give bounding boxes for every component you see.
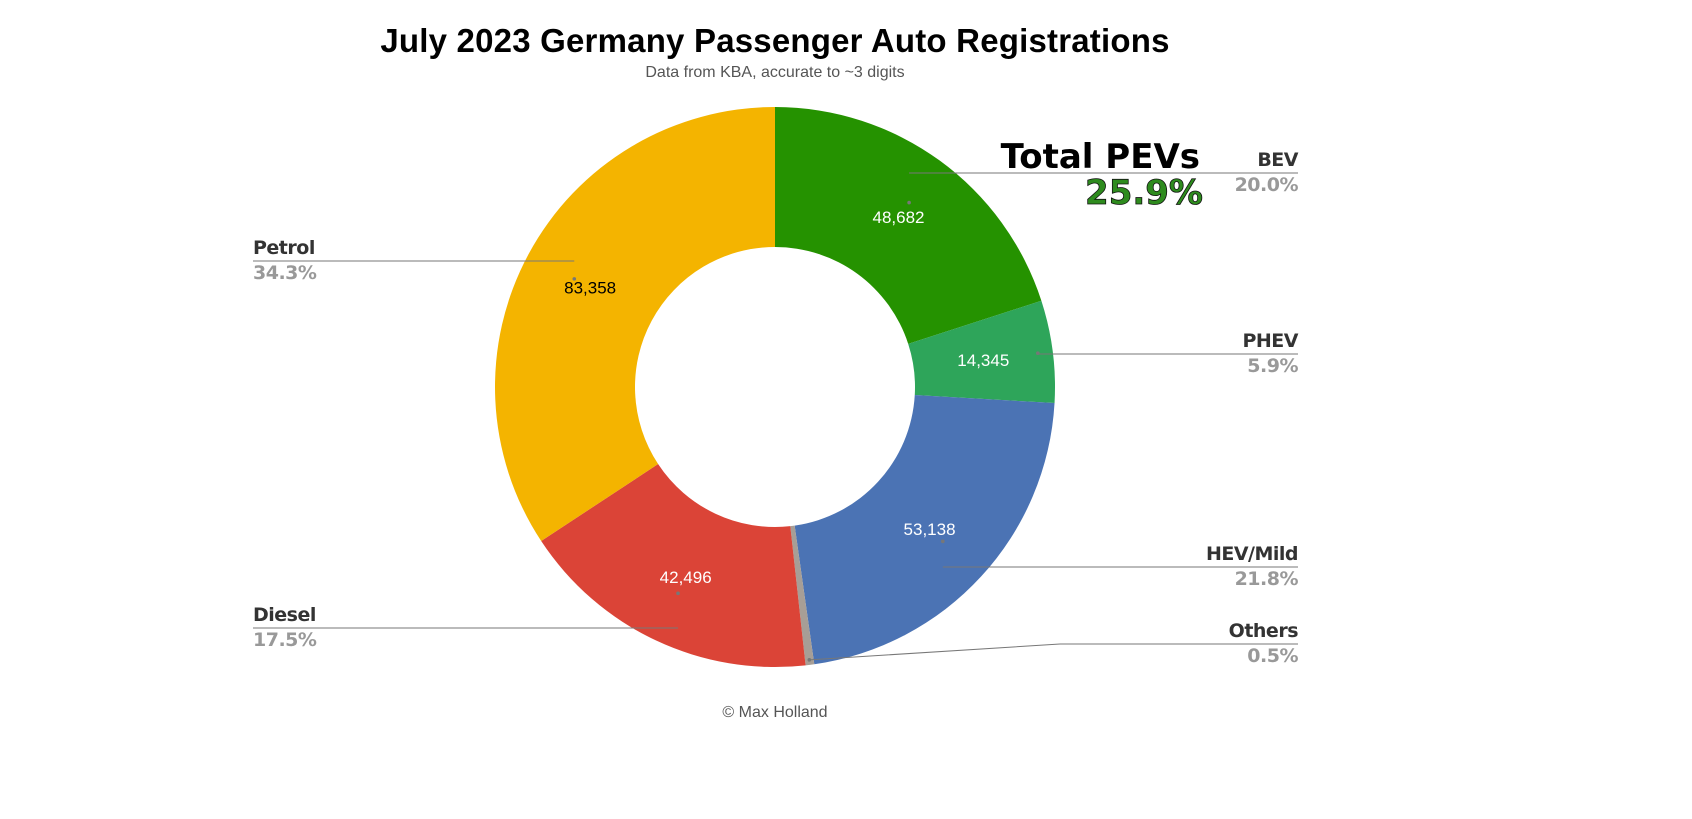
copyright-footer: © Max Holland (722, 704, 828, 721)
category-label-diesel: Diesel (253, 604, 316, 626)
category-labels: BEV 20.0% PHEV 5.9% HEV/Mild 21.8% Others 0.5% D… (253, 149, 1299, 667)
chart-title: July 2023 Germany Passenger Auto Registr… (380, 22, 1170, 59)
chart-subtitle: Data from KBA, accurate to ~3 digits (645, 64, 905, 81)
percent-label-diesel: 17.5% (253, 629, 317, 651)
value-label-petrol: 83,358 (564, 278, 616, 297)
value-label-phev: 14,345 (957, 351, 1009, 370)
leader-dot-hev-mild (941, 539, 945, 544)
category-label-hev-mild: HEV/Mild (1206, 543, 1298, 565)
leader-lines (253, 172, 1298, 662)
slice-diesel (541, 464, 806, 667)
slice-phev (908, 300, 1055, 404)
leader-line-others (809, 643, 1298, 661)
donut-slices (494, 107, 1055, 667)
category-label-phev: PHEV (1242, 330, 1298, 352)
percent-label-petrol: 34.3% (253, 262, 317, 284)
slice-others (790, 525, 815, 666)
value-labels: 48,682 14,345 53,138 42,496 83,358 (564, 208, 1009, 587)
slice-hev-mild (794, 395, 1055, 665)
leader-dot-petrol (572, 277, 577, 281)
category-label-petrol: Petrol (253, 237, 315, 259)
percent-label-phev: 5.9% (1247, 355, 1298, 377)
percent-label-hev-mild: 21.8% (1235, 568, 1299, 590)
percent-label-others: 0.5% (1247, 645, 1298, 667)
leader-dot-diesel (676, 591, 680, 596)
slice-petrol (494, 107, 775, 542)
value-label-diesel: 42,496 (660, 568, 712, 587)
total-pevs-value: 25.9% (1085, 173, 1203, 213)
percent-label-bev: 20.0% (1235, 174, 1299, 196)
value-label-bev: 48,682 (873, 208, 925, 227)
total-pevs-label: Total PEVs (1001, 137, 1200, 177)
category-label-others: Others (1229, 620, 1299, 642)
leader-dot-bev (907, 200, 911, 205)
category-label-bev: BEV (1257, 149, 1298, 171)
value-label-hev-mild: 53,138 (904, 520, 956, 539)
slice-bev (775, 107, 1042, 344)
